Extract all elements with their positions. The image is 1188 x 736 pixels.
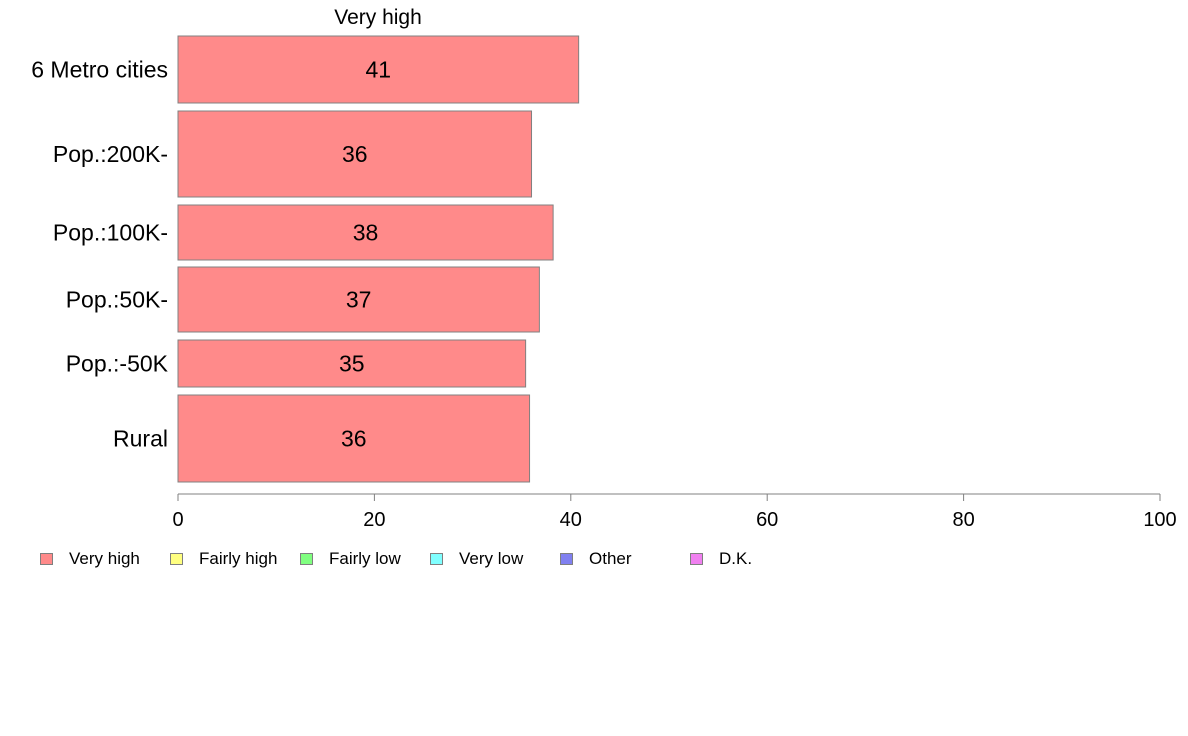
x-tick-label-40: 40 [560, 509, 582, 531]
bar-pop-50k [177, 266, 540, 333]
bar-rural [177, 394, 531, 483]
category-label-pop-100k: Pop.:100K- [53, 220, 168, 246]
bar-pop-100k [177, 204, 554, 261]
data-label-pop-50k: 37 [346, 287, 372, 313]
legend-swatch-fairly-low [300, 553, 313, 565]
legend-item-very-high: Very high [40, 549, 140, 569]
legend-swatch-very-low [430, 553, 443, 565]
bars-group: 41 6 Metro cities 36 Pop.:200K- 38 Pop.:100K-… [31, 35, 580, 483]
legend-label-dk: D.K. [719, 549, 753, 568]
legend-swatch-fairly-high [170, 553, 183, 565]
category-label-pop-50k: Pop.:-50K [66, 351, 169, 377]
bar-6-metro-cities [177, 35, 580, 104]
legend-swatch-dk [690, 553, 703, 565]
legend-label-other: Other [589, 549, 632, 568]
x-tick-label-60: 60 [756, 509, 778, 531]
data-label-pop-100k: 38 [353, 220, 379, 246]
data-label-pop-200k: 36 [342, 141, 368, 167]
data-label-6-metro-cities: 41 [366, 57, 392, 83]
legend-item-fairly-high: Fairly high [170, 549, 277, 569]
data-label-rural: 36 [341, 426, 367, 452]
x-tick-label-20: 20 [363, 509, 385, 531]
legend: Very high Fairly high Fairly low Very lo… [40, 549, 1140, 569]
x-axis: 0 20 40 60 80 100 [172, 493, 1177, 531]
legend-item-fairly-low: Fairly low [300, 549, 401, 569]
bar-pop-50k [177, 339, 527, 388]
legend-label-fairly-low: Fairly low [329, 549, 401, 568]
data-label-pop-50k: 35 [339, 351, 365, 377]
category-label-pop-50k: Pop.:50K- [66, 287, 168, 313]
x-tick-label-100: 100 [1143, 509, 1176, 531]
legend-swatch-very-high [40, 553, 53, 565]
legend-item-dk: D.K. [690, 549, 752, 569]
chart-title: Very high [334, 6, 422, 29]
category-label-rural: Rural [113, 426, 168, 452]
legend-label-very-low: Very low [459, 549, 524, 568]
x-tick-label-80: 80 [952, 509, 974, 531]
legend-label-very-high: Very high [69, 549, 140, 568]
category-label-6-metro-cities: 6 Metro cities [31, 57, 168, 83]
legend-item-very-low: Very low [430, 549, 523, 569]
legend-item-other: Other [560, 549, 632, 569]
category-label-pop-200k: Pop.:200K- [53, 141, 168, 167]
legend-swatch-other [560, 553, 573, 565]
legend-label-fairly-high: Fairly high [199, 549, 278, 568]
bar-pop-200k [177, 110, 533, 198]
x-tick-label-0: 0 [172, 509, 183, 531]
